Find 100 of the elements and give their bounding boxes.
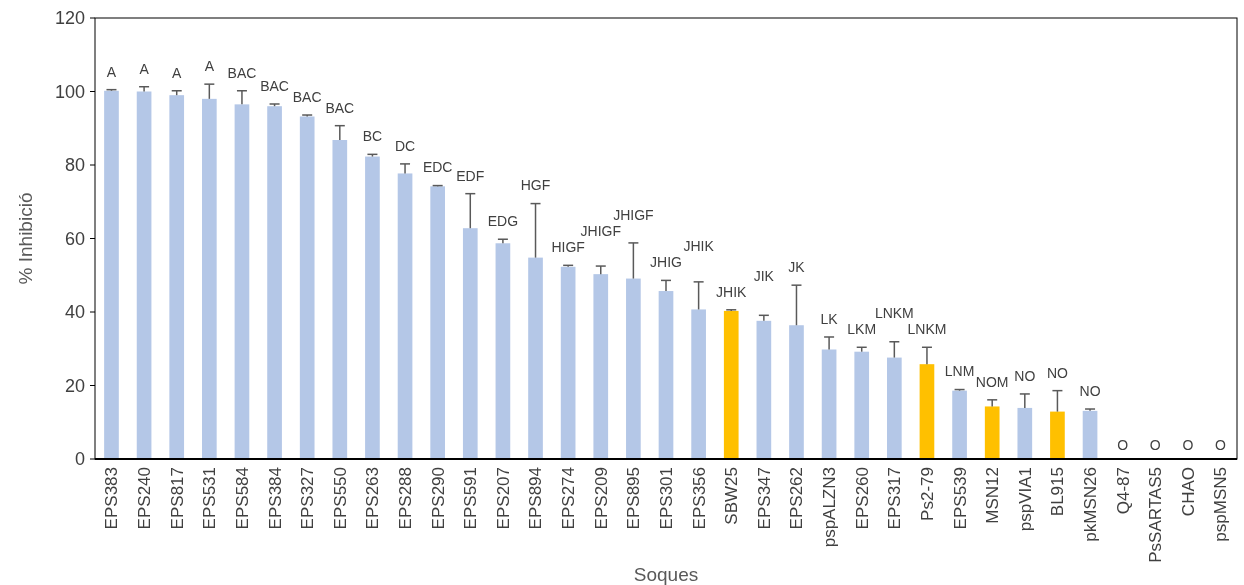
bar bbox=[462, 228, 478, 459]
x-tick-label: EPS301 bbox=[656, 467, 676, 530]
y-tick-label: 20 bbox=[64, 375, 85, 396]
annotation: A bbox=[106, 63, 117, 80]
x-tick-label: Ps2-79 bbox=[917, 467, 937, 521]
x-tick-label: EPS383 bbox=[102, 467, 122, 530]
annotation: O bbox=[1182, 436, 1194, 453]
annotation: O bbox=[1215, 436, 1227, 453]
x-tick-label: EPS207 bbox=[493, 467, 513, 530]
annotation: LNKM bbox=[907, 321, 947, 338]
bar bbox=[919, 364, 935, 459]
annotation: A bbox=[139, 60, 150, 77]
annotation: NOM bbox=[975, 373, 1009, 390]
bar bbox=[495, 243, 511, 459]
annotation: LK bbox=[820, 310, 839, 327]
x-tick-label: EPS817 bbox=[167, 467, 187, 530]
x-tick-label: EPS260 bbox=[852, 467, 872, 530]
annotation: NO bbox=[1014, 367, 1036, 384]
y-tick-label: 100 bbox=[54, 81, 85, 102]
annotation: BC bbox=[362, 128, 383, 145]
annotation: EDG bbox=[487, 213, 519, 230]
annotation: HIGF bbox=[551, 239, 585, 256]
x-tick-label: EPS347 bbox=[754, 467, 774, 530]
bar bbox=[430, 186, 445, 459]
annotation: JHIGF bbox=[580, 223, 621, 240]
bar bbox=[593, 274, 609, 459]
x-tick-label: Q4-87 bbox=[1113, 467, 1133, 515]
bar bbox=[789, 325, 804, 459]
annotation: O bbox=[1117, 436, 1129, 453]
x-tick-label: EPS327 bbox=[298, 467, 318, 530]
y-tick-label: 120 bbox=[54, 8, 85, 29]
y-tick-label: 0 bbox=[74, 449, 85, 470]
x-tick-label: EPS895 bbox=[624, 467, 644, 530]
bar bbox=[658, 291, 674, 459]
x-tick-label: BL915 bbox=[1048, 467, 1068, 517]
x-tick-label: SBW25 bbox=[722, 467, 742, 525]
bar bbox=[234, 104, 250, 459]
bar bbox=[887, 357, 902, 459]
x-axis-title: Soques bbox=[633, 564, 699, 585]
x-tick-label: MSN12 bbox=[983, 467, 1003, 524]
annotation: JK bbox=[788, 259, 806, 276]
x-tick-label: pspVIA1 bbox=[1015, 467, 1035, 532]
x-tick-label: pspALZN3 bbox=[820, 467, 840, 548]
annotation: JHIGF bbox=[613, 207, 654, 224]
annotation: O bbox=[1149, 436, 1161, 453]
bar bbox=[821, 349, 837, 459]
bar bbox=[528, 257, 543, 459]
x-tick-label: EPS539 bbox=[950, 467, 970, 530]
x-tick-label: CHAO bbox=[1178, 467, 1198, 517]
bar bbox=[691, 309, 706, 459]
x-tick-label: EPS531 bbox=[200, 467, 220, 530]
annotation: JHIK bbox=[683, 238, 715, 255]
annotation: LNKM bbox=[874, 305, 914, 322]
bar bbox=[626, 278, 641, 459]
bar bbox=[201, 98, 217, 459]
annotation: LKM bbox=[847, 321, 877, 338]
bar bbox=[299, 116, 315, 459]
annotation: A bbox=[172, 64, 183, 81]
bar bbox=[984, 406, 1000, 459]
bar bbox=[136, 91, 152, 459]
x-tick-label: EPS894 bbox=[526, 467, 546, 530]
annotation: DC bbox=[394, 137, 416, 154]
y-tick-label: 60 bbox=[64, 228, 85, 249]
x-tick-label: pkMSN26 bbox=[1081, 467, 1100, 542]
annotation: A bbox=[204, 58, 215, 75]
x-tick-label: EPS384 bbox=[265, 467, 285, 530]
bar bbox=[104, 90, 119, 459]
annotation: JIK bbox=[753, 267, 775, 284]
y-axis-title: % Inhibició bbox=[15, 192, 36, 285]
annotation: BAC bbox=[227, 64, 257, 81]
x-tick-label: EPS274 bbox=[559, 467, 579, 530]
annotation: BAC bbox=[292, 88, 322, 105]
bar bbox=[365, 156, 380, 459]
bar bbox=[756, 320, 772, 459]
bar bbox=[169, 95, 185, 459]
x-tick-label: EPS288 bbox=[396, 467, 415, 530]
annotation: EDC bbox=[422, 159, 453, 176]
annotation: LNM bbox=[944, 363, 975, 380]
x-tick-label: EPS263 bbox=[363, 467, 383, 530]
bar bbox=[560, 266, 576, 459]
annotation: NO bbox=[1079, 382, 1101, 399]
annotation: NO bbox=[1046, 364, 1069, 381]
annotation: EDF bbox=[456, 167, 485, 184]
x-tick-label: pspMSN5 bbox=[1211, 467, 1231, 542]
x-tick-label: EPS584 bbox=[232, 467, 252, 530]
x-tick-label: EPS209 bbox=[591, 467, 611, 530]
x-tick-label: EPS262 bbox=[787, 467, 807, 530]
x-tick-label: EPS550 bbox=[330, 467, 350, 530]
bar bbox=[723, 310, 739, 459]
annotation: BAC bbox=[260, 77, 289, 94]
annotation: BAC bbox=[325, 99, 355, 116]
bar bbox=[1017, 407, 1033, 459]
bar bbox=[397, 173, 413, 459]
x-tick-label: EPS591 bbox=[461, 467, 481, 530]
x-tick-label: EPS240 bbox=[135, 467, 155, 530]
bar bbox=[952, 390, 967, 459]
bar bbox=[332, 140, 348, 459]
x-tick-label: PsSARTAS5 bbox=[1146, 467, 1166, 563]
annotation: JHIK bbox=[716, 283, 748, 300]
x-tick-label: EPS317 bbox=[885, 467, 905, 530]
